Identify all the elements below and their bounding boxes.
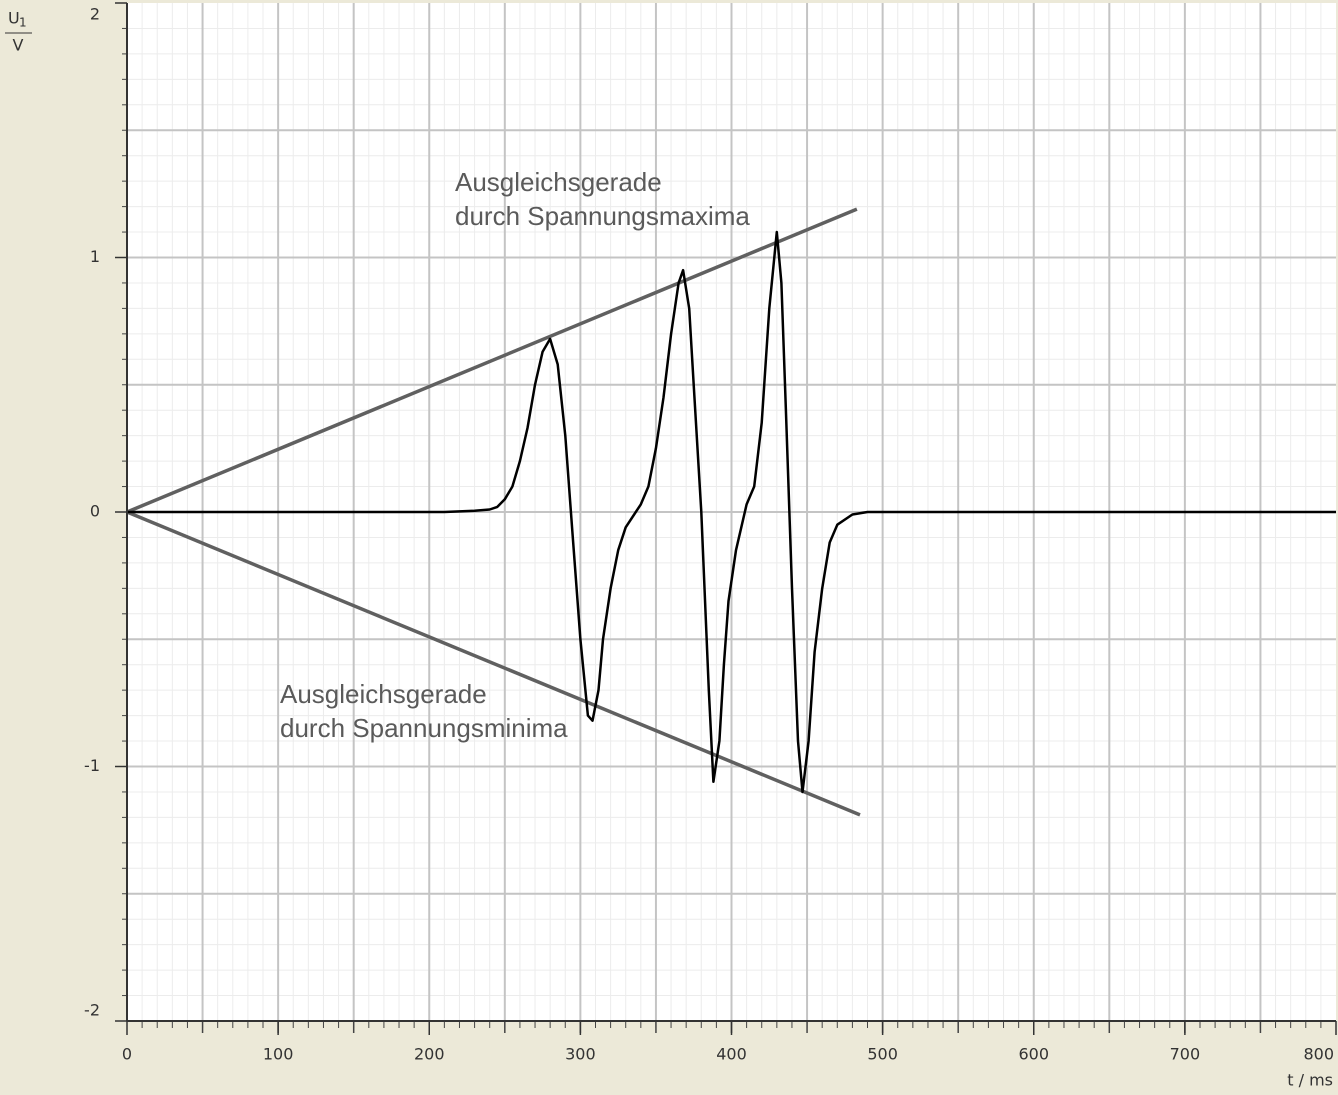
voltage-line (127, 230, 1336, 794)
x-tick-label: 600 (1018, 1045, 1049, 1064)
x-tick-label: 800 (1303, 1045, 1334, 1064)
x-tick-label: 300 (565, 1045, 596, 1064)
x-label: t / ms (1287, 1071, 1333, 1090)
x-tick-label: 700 (1170, 1045, 1201, 1064)
fit-line (126, 207, 858, 514)
y-label-symbol: U (8, 9, 20, 28)
x-tick-label: 400 (716, 1045, 747, 1064)
y-label-index: 1 (19, 16, 27, 30)
x-tick-label: 500 (867, 1045, 898, 1064)
fit-line (126, 510, 861, 817)
fit-line-label: durch Spannungsminima (280, 713, 568, 743)
fit-line-label: Ausgleichsgerade (280, 679, 487, 709)
x-tick-label: 100 (263, 1045, 294, 1064)
y-tick-label: 0 (90, 502, 100, 521)
y-label-unit: V (13, 36, 24, 55)
y-tick-label: -2 (84, 1001, 100, 1020)
y-tick-label: -1 (84, 756, 100, 775)
x-tick-label: 0 (122, 1045, 132, 1064)
x-tick-label: 200 (414, 1045, 445, 1064)
y-tick-label: 2 (90, 5, 100, 24)
fit-line-label: Ausgleichsgerade (455, 167, 662, 197)
fit-line-label: durch Spannungsmaxima (455, 201, 750, 231)
y-tick-label: 1 (90, 247, 100, 266)
